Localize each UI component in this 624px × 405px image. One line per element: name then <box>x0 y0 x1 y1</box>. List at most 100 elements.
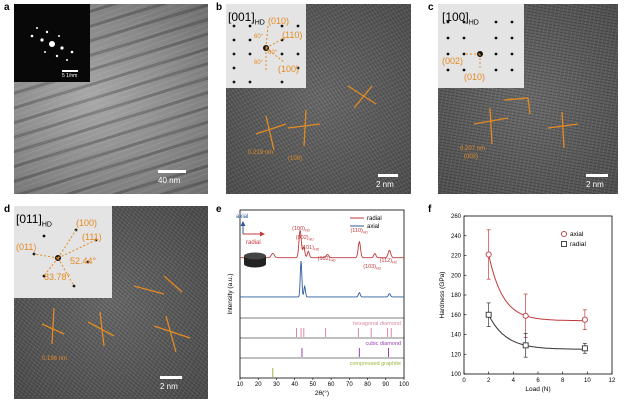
xtick-label-e-4: 50 <box>310 382 317 388</box>
legend-label-axial: axial <box>367 224 379 230</box>
y-axis-label-e: Intensity (a.u.) <box>227 273 234 314</box>
peak-label-4: (110)HD <box>350 228 368 235</box>
hrtem-image-b: [001]HD (010) (110) (100) 60° 60° 60° 0.… <box>226 4 411 194</box>
ytick-label-f-3: 160 <box>451 313 462 319</box>
angle-label-b-0: 60° <box>254 34 264 40</box>
xtick-label-e-9: 100 <box>399 382 410 388</box>
xtick-label-e-3: 40 <box>291 382 298 388</box>
xtick-label-e-2: 30 <box>273 382 280 388</box>
fit-curve-axial <box>488 254 585 322</box>
ref-label-1: cubic diamond <box>366 341 401 347</box>
xtick-label-e-0: 10 <box>237 382 244 388</box>
xtick-label-f-1: 2 <box>487 378 491 384</box>
hardness-chart: 100 120 140 160 180 200 220 240 260 0 2 4 6 8 10 12 Load… <box>439 214 616 393</box>
spot-label-d-0: (100) <box>76 218 98 228</box>
spot-label-b-0: (010) <box>268 16 290 26</box>
peak-label-3: (102)HD <box>318 256 336 263</box>
lattice-plane-b: (100) <box>288 156 303 162</box>
xtick-label-f-3: 6 <box>536 378 540 384</box>
peak-label-6: (112)HD <box>380 258 398 265</box>
panel-label-b: b <box>216 2 223 13</box>
xtick-label-f-5: 10 <box>584 378 591 384</box>
xtick-label-f-2: 4 <box>512 378 516 384</box>
x-axis-label-f: Load (N) <box>525 386 550 393</box>
xrd-chart: axial radial (100)HD (002)HD (101)HD (102)HD (… <box>227 209 410 397</box>
lattice-spacing-b: 0.219 nm <box>248 150 274 156</box>
spot-label-b-1: (110) <box>282 30 303 40</box>
xrd-line-axial <box>240 260 404 298</box>
scale-label-a: 40 nm <box>158 176 181 185</box>
angle-label-b-2: 60° <box>254 60 264 66</box>
x-axis-label-e: 2θ(°) <box>315 389 329 397</box>
point-radial-2 <box>581 345 588 352</box>
xtick-label-e-5: 60 <box>328 382 335 388</box>
xtick-label-f-0: 0 <box>462 378 466 384</box>
zone-axis-label-c: [100]HD <box>442 10 479 27</box>
legend-label-radial: radial <box>367 216 382 222</box>
angle-label-b-1: 60° <box>268 50 278 56</box>
lattice-spacing-d: 0.196 nm <box>42 356 68 362</box>
point-axial-1 <box>522 312 529 319</box>
ytick-label-f-0: 100 <box>451 372 462 378</box>
legend-marker-axial <box>560 230 568 238</box>
lattice-markers-b <box>255 85 377 151</box>
legend-label-radial: radial <box>570 241 586 248</box>
plot-frame-f <box>463 215 613 375</box>
scalebar-d <box>160 376 182 379</box>
peak-label-2: (101)HD <box>301 245 319 252</box>
lattice-spacing-c: 0.207 nm <box>460 146 486 152</box>
ytick-label-f-5: 200 <box>451 273 462 279</box>
scalebar-b <box>378 174 398 177</box>
lattice-markers-c <box>473 97 579 149</box>
hrtem-image-c: [100]HD (002) (010) 0.207 nm (002) 2 nm <box>438 4 618 194</box>
spot-label-b-2: (100) <box>278 64 300 74</box>
peak-label-1: (002)HD <box>296 235 314 242</box>
point-axial-2 <box>581 316 588 323</box>
panel-label-f: f <box>428 204 432 215</box>
peak-label-5: (103)HD <box>363 264 381 271</box>
spot-label-d-1: (011) <box>16 242 37 252</box>
diffraction-pattern-a <box>30 27 74 61</box>
spot-label-c-0: (002) <box>442 56 464 66</box>
diffraction-pattern-b <box>232 24 300 84</box>
xtick-label-f-4: 8 <box>561 378 565 384</box>
fit-curve-radial <box>488 314 585 350</box>
angle-label-d-1: 83.78° <box>44 272 71 282</box>
sample-cylinder-body <box>244 256 266 264</box>
scalebar-a <box>158 170 186 173</box>
ytick-label-f-4: 180 <box>451 293 462 299</box>
ytick-label-f-1: 120 <box>451 352 462 358</box>
ytick-label-f-2: 140 <box>451 333 462 339</box>
spot-label-d-2: (111) <box>82 232 102 242</box>
panel-label-a: a <box>4 2 10 13</box>
xtick-label-f-6: 12 <box>609 378 616 384</box>
zone-axis-label-d: [011]HD <box>16 212 52 229</box>
inset-scalebar-a <box>62 70 78 72</box>
axial-arrowhead <box>240 221 246 226</box>
diffraction-inset-c <box>438 4 524 88</box>
lattice-plane-c: (002) <box>464 154 479 160</box>
diffraction-inset-a: 5 1/nm <box>14 4 90 82</box>
diffraction-inset-d <box>14 206 112 298</box>
zone-axis-label-b: [001]HD <box>228 10 265 27</box>
ytick-label-f-8: 260 <box>451 214 462 220</box>
panel-label-c: c <box>428 2 434 13</box>
diffraction-pattern-c <box>446 20 514 72</box>
axial-label: axial <box>236 214 248 220</box>
xrd-line-radial <box>240 229 404 259</box>
radial-label: radial <box>246 240 261 246</box>
diffraction-inset-b <box>226 4 306 88</box>
angle-label-d-0: 52.44° <box>70 256 97 266</box>
peak-label-0: (100)HD <box>292 226 310 233</box>
legend-marker-radial <box>561 241 567 247</box>
sample-cylinder-top <box>244 252 266 260</box>
scale-label-c: 2 nm <box>586 180 604 189</box>
ref-label-0: hexagonal diamond <box>353 321 401 327</box>
panel-label-d: d <box>4 204 11 215</box>
radial-arrowhead <box>260 231 265 237</box>
xtick-label-e-8: 90 <box>382 382 389 388</box>
xtick-label-e-1: 20 <box>255 382 262 388</box>
point-radial-0 <box>485 311 492 318</box>
scale-label-b: 2 nm <box>376 180 394 189</box>
